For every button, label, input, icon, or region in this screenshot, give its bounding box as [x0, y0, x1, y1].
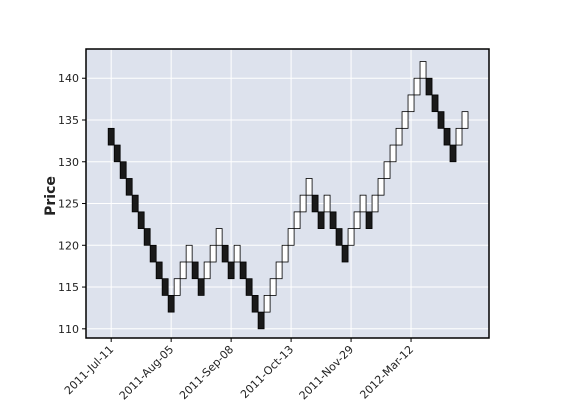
y-tick-label: 135 — [58, 114, 79, 127]
brick — [341, 244, 349, 263]
brick — [191, 261, 199, 280]
brick — [317, 211, 325, 229]
brick — [431, 94, 439, 113]
y-tick-label: 110 — [58, 323, 79, 336]
brick — [311, 194, 319, 213]
x-tick-label: 2011-Jul-11 — [62, 343, 116, 397]
y-tick-label: 115 — [58, 281, 79, 294]
brick — [233, 244, 241, 263]
brick — [281, 244, 289, 263]
brick — [245, 278, 253, 296]
brick — [137, 211, 145, 229]
brick — [215, 228, 223, 246]
brick — [161, 278, 169, 296]
brick — [299, 194, 307, 213]
x-tick-label: 2012-Mar-12 — [357, 343, 416, 402]
brick — [347, 228, 355, 246]
brick — [179, 261, 187, 280]
brick — [383, 161, 391, 179]
brick — [329, 211, 337, 229]
brick — [305, 178, 313, 196]
brick — [155, 261, 163, 280]
x-tick-label: 2011-Sep-08 — [177, 343, 236, 402]
brick — [377, 178, 385, 196]
brick — [257, 311, 265, 330]
brick — [239, 261, 247, 280]
y-tick-label: 130 — [58, 156, 79, 169]
brick — [449, 144, 457, 163]
brick — [437, 111, 445, 129]
brick — [365, 211, 373, 229]
brick — [413, 77, 421, 96]
brick — [167, 295, 175, 313]
brick — [113, 144, 121, 163]
brick — [275, 261, 283, 280]
brick — [143, 228, 151, 246]
brick — [221, 244, 229, 263]
y-tick-label: 140 — [58, 72, 79, 85]
brick — [371, 194, 379, 213]
brick — [359, 194, 367, 213]
brick — [197, 278, 205, 296]
x-tick-label: 2011-Nov-29 — [297, 343, 356, 402]
brick — [149, 244, 157, 263]
brick — [119, 161, 127, 179]
brick — [401, 111, 409, 129]
brick — [407, 94, 415, 113]
brick — [323, 194, 331, 213]
brick — [389, 144, 397, 163]
brick — [425, 77, 433, 96]
brick — [455, 127, 463, 146]
brick — [131, 194, 139, 213]
brick — [173, 278, 181, 296]
brick — [269, 278, 277, 296]
brick — [263, 295, 271, 313]
brick — [443, 127, 451, 146]
brick — [251, 295, 259, 313]
brick — [461, 111, 469, 129]
x-tick-label: 2011-Aug-05 — [117, 343, 177, 403]
y-axis-label: Price — [43, 176, 59, 216]
brick — [209, 244, 217, 263]
brick — [287, 228, 295, 246]
y-tick-label: 120 — [58, 239, 79, 252]
brick — [419, 61, 427, 79]
plot-frame — [85, 48, 490, 339]
brick — [335, 228, 343, 246]
brick — [203, 261, 211, 280]
brick — [227, 261, 235, 280]
x-tick-label: 2011-Oct-13 — [238, 343, 296, 401]
brick — [395, 127, 403, 146]
brick — [353, 211, 361, 229]
y-tick-label: 125 — [58, 198, 79, 211]
brick — [125, 178, 133, 196]
plot-background — [86, 49, 489, 338]
brick — [185, 244, 193, 263]
brick — [293, 211, 301, 229]
brick — [107, 127, 115, 146]
